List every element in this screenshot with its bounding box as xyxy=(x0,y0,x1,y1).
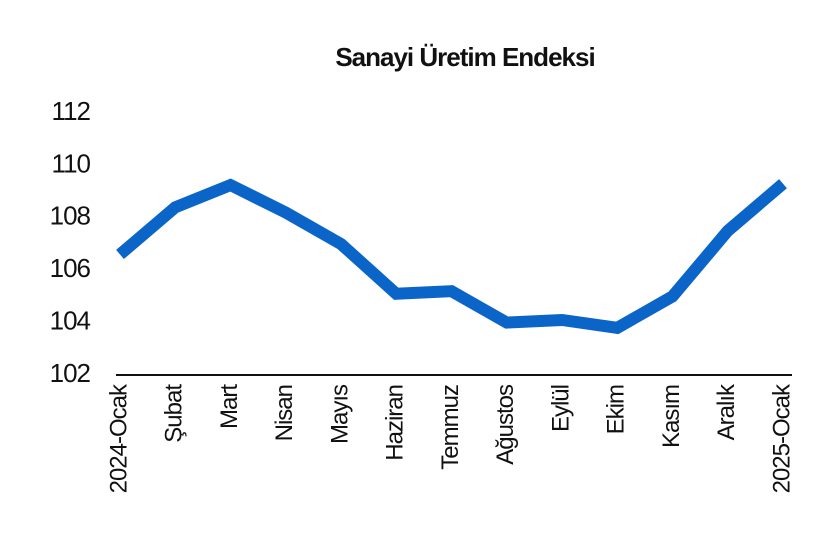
y-tick-label: 106 xyxy=(50,253,91,283)
x-tick-label: Haziran xyxy=(382,385,409,461)
y-tick-label: 110 xyxy=(52,148,91,178)
x-tick-label: Nisan xyxy=(271,385,298,441)
chart-title: Sanayi Üretim Endeksi xyxy=(335,42,594,72)
x-tick-label: Eylül xyxy=(547,385,574,432)
y-tick-label: 112 xyxy=(52,96,91,126)
y-tick-label: 102 xyxy=(50,358,91,388)
y-tick-label: 108 xyxy=(50,201,91,231)
x-tick-label: Ekim xyxy=(603,385,630,434)
x-tick-label: 2024-Ocak xyxy=(105,383,132,493)
x-tick-label: Kasım xyxy=(658,385,685,448)
x-tick-label: Aralık xyxy=(713,383,740,440)
x-tick-label: Temmuz xyxy=(437,385,464,470)
data-line xyxy=(116,178,787,335)
x-tick-label: Mart xyxy=(216,384,243,429)
y-tick-label: 104 xyxy=(50,305,91,335)
x-tick-label: Ağustos xyxy=(492,384,519,465)
x-tick-label: Mayıs xyxy=(326,384,353,444)
x-tick-label: 2025-Ocak xyxy=(768,383,795,493)
x-tick-label: Şubat xyxy=(161,384,188,443)
